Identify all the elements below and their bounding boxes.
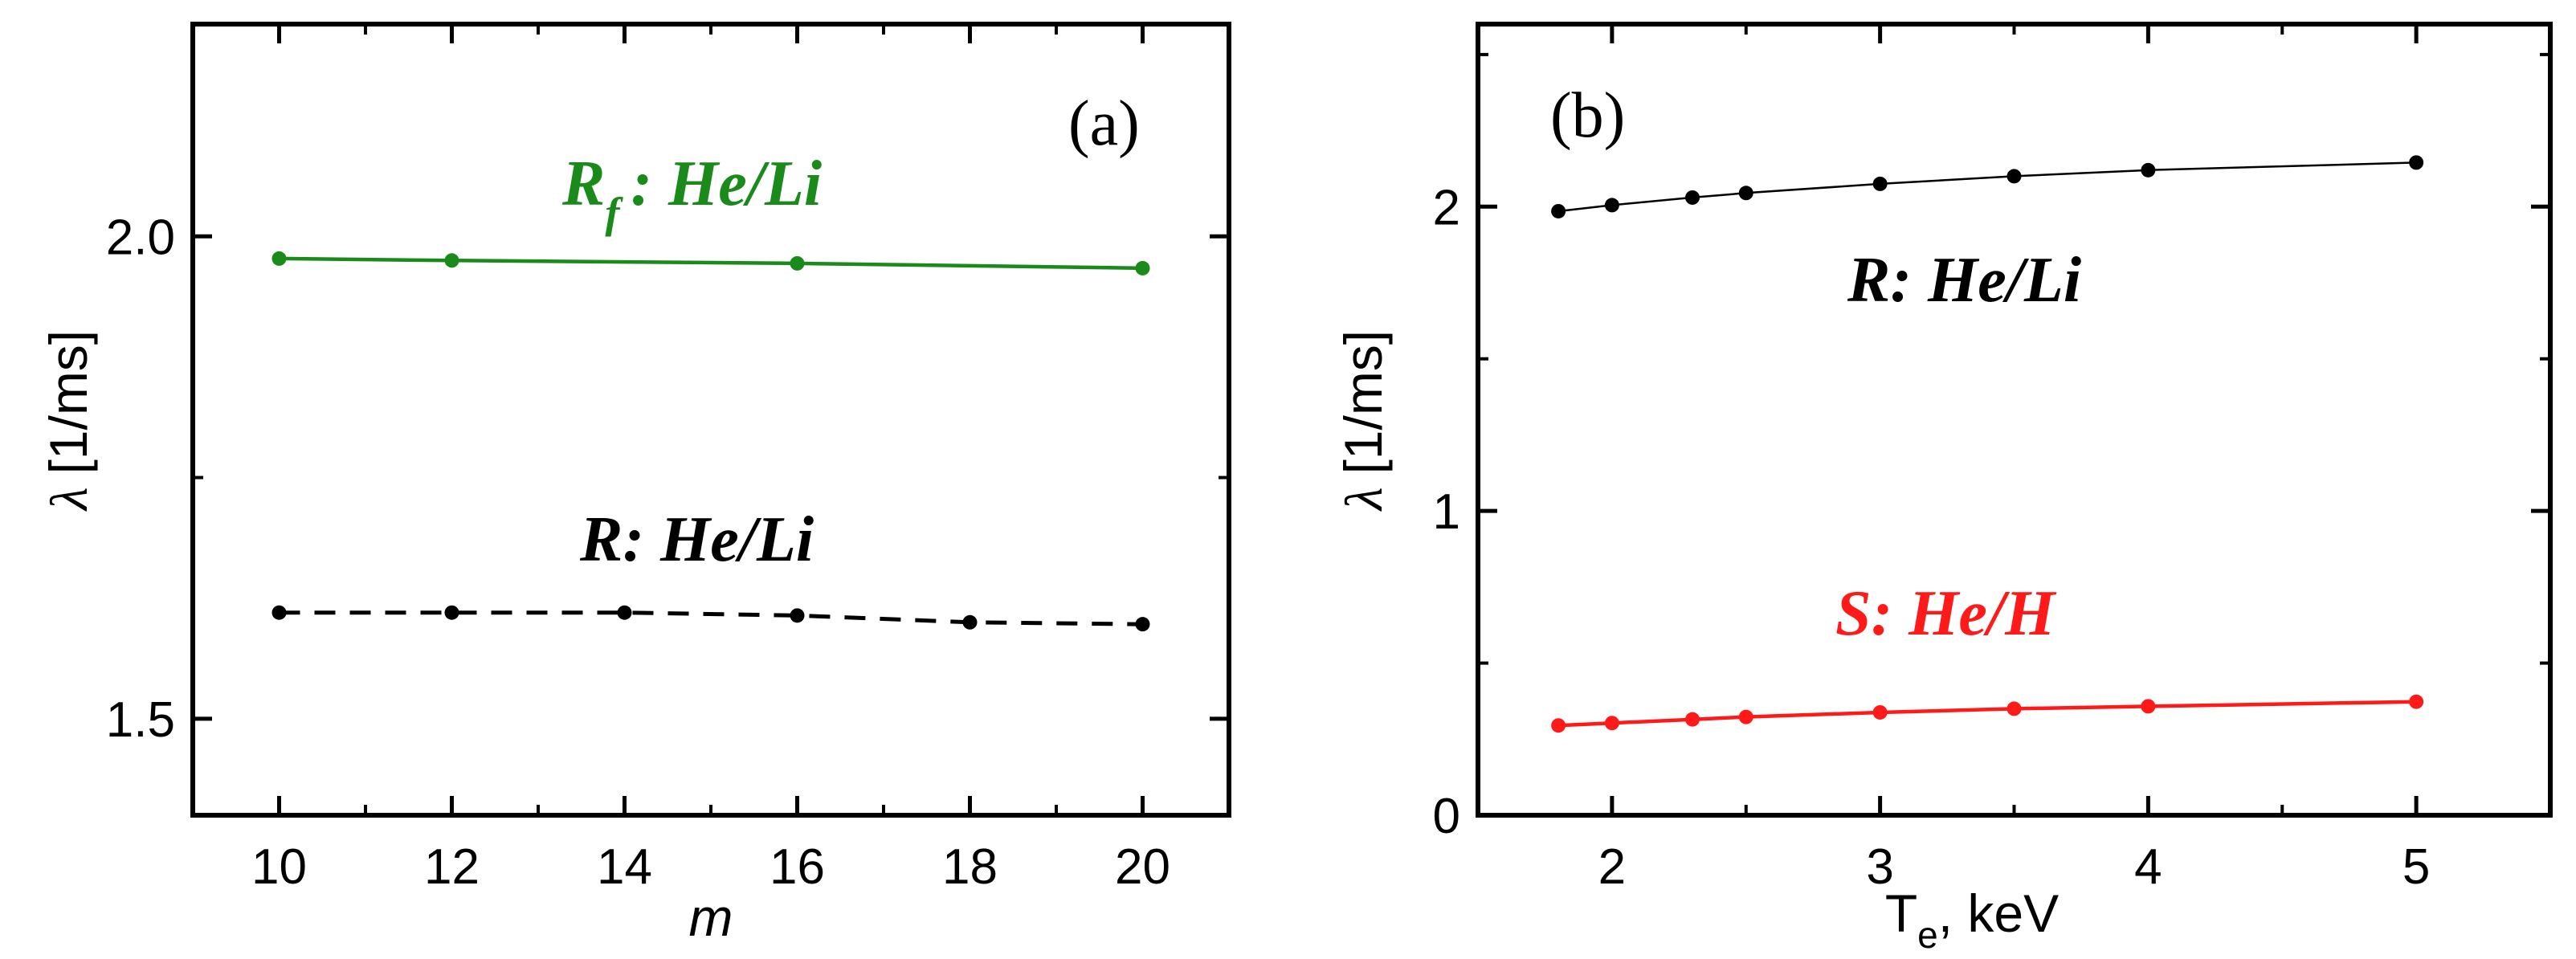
xlabel-subscript: e	[1917, 914, 1938, 956]
panel-b-xtick-label: 5	[2402, 839, 2430, 895]
panel-a-xtick-label: 20	[1115, 839, 1170, 895]
panel-a-data-point	[617, 605, 632, 620]
panel-a-data-point	[271, 251, 287, 266]
panel-a: 10 12 14 16 18 201.52.0 (a) Rf: He/Li R: He/L…	[39, 22, 1231, 947]
panel-a-xtick-label: 18	[942, 839, 998, 895]
panel-a-data-point	[790, 255, 805, 271]
panel-b-series-label-s: S: He/H	[1835, 578, 2057, 649]
panel-b-series	[1551, 155, 2424, 733]
ylabel-symbol: λ	[40, 488, 99, 512]
panel-a-data-point	[1135, 260, 1150, 275]
panel-b-xtick-label: 2	[1598, 839, 1626, 895]
panel-b-data-point	[1872, 704, 1888, 720]
panel-a-series-label-rf: Rf: He/Li	[561, 149, 822, 237]
panel-a-xtick-label: 12	[424, 839, 480, 895]
panel-a-data-point	[1135, 617, 1150, 632]
panel-a-series	[271, 251, 1150, 632]
panel-b-ticks: 2 3 4 5 0 1 2	[1433, 24, 2550, 895]
panel-b-data-point	[2141, 699, 2156, 714]
panel-b-series-line	[1557, 161, 2417, 213]
panel-b-data-point	[1685, 712, 1700, 727]
panel-b-data-point	[2141, 162, 2156, 178]
panel-b-data-point	[1551, 718, 1566, 733]
panel-b-data-point	[1738, 709, 1753, 724]
panel-b-data-point	[1685, 190, 1700, 205]
panel-b-data-point	[1872, 176, 1888, 191]
panel-a-data-point	[271, 605, 287, 620]
panel-b-ylabel: λ [1/ms]	[1333, 330, 1394, 512]
ylabel-unit: [1/ms]	[1333, 330, 1393, 475]
panel-b-xlabel: Te, keV	[1885, 884, 2059, 956]
xlabel-main: T	[1885, 884, 1917, 943]
panel-a-label: (a)	[1068, 88, 1140, 159]
ylabel-unit: [1/ms]	[39, 330, 98, 475]
panel-b-frame	[1476, 22, 2553, 818]
panel-b-ytick-label: 0	[1433, 789, 1460, 844]
panel-a-ytick-label: 1.5	[106, 692, 175, 748]
panel-b-ytick-label: 2	[1433, 180, 1460, 235]
series-label-subscript: f	[605, 189, 623, 237]
ylabel-symbol: λ	[1335, 488, 1394, 512]
panel-a-xtick-label: 16	[770, 839, 825, 895]
panel-a-series-label-r: R: He/Li	[579, 504, 814, 575]
panel-b-xtick-label: 4	[2134, 839, 2162, 895]
panel-a-ylabel: λ [1/ms]	[39, 330, 99, 512]
series-label-main: R	[561, 149, 605, 219]
panel-a-xtick-label: 10	[251, 839, 307, 895]
panel-a-ytick-label: 2.0	[106, 210, 175, 265]
xlabel-rest: , keV	[1938, 884, 2059, 943]
panel-a-series-line	[279, 256, 1143, 271]
panel-b-data-point	[1604, 716, 1619, 731]
panel-a-data-point	[444, 605, 459, 620]
panel-b: 2 3 4 5 0 1 2 (b) R: He/Li S: He/H Te, keV λ [1…	[1333, 22, 2553, 956]
panel-a-xtick-label: 14	[597, 839, 652, 895]
panel-b-data-point	[2007, 701, 2022, 716]
panel-a-series-line	[279, 610, 1143, 626]
panel-a-data-point	[790, 608, 805, 623]
panel-b-data-point	[2409, 694, 2424, 709]
panel-a-data-point	[444, 253, 459, 268]
panel-a-xlabel: m	[689, 888, 733, 947]
series-label-rest: : He/Li	[631, 149, 822, 219]
panel-b-label: (b)	[1550, 80, 1625, 151]
panel-b-ytick-label: 1	[1433, 484, 1460, 540]
panel-a-ticks: 10 12 14 16 18 20 1.5 2.0	[106, 24, 1229, 895]
panel-b-xtick-label: 3	[1866, 839, 1893, 895]
panel-a-data-point	[962, 614, 978, 630]
panel-b-data-point	[2007, 169, 2022, 184]
panel-b-data-point	[1604, 198, 1619, 213]
panel-b-data-point	[1551, 203, 1566, 218]
panel-b-data-point	[1738, 186, 1753, 201]
panel-b-series-line	[1557, 700, 2417, 728]
panel-b-data-point	[2409, 155, 2424, 170]
panel-b-series-label-r: R: He/Li	[1847, 245, 2081, 316]
